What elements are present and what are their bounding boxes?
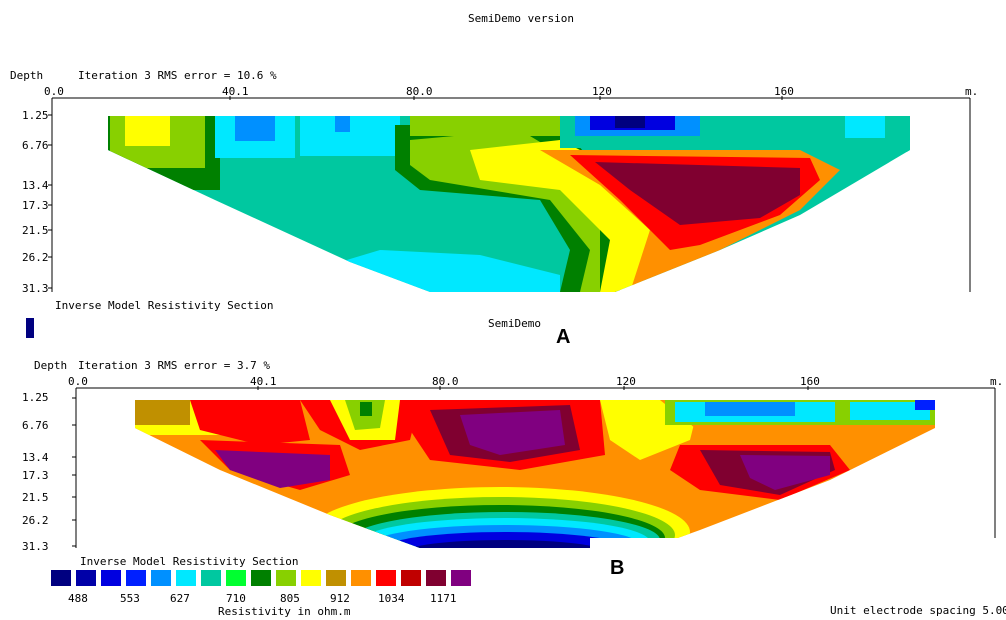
legend-swatch (201, 570, 221, 586)
legend-unit-label: Resistivity in ohm.m (218, 605, 351, 618)
legend-value: 912 (330, 592, 350, 605)
panel-a-x-tick: 0.0 (44, 85, 64, 98)
panel-b-y-tick: 13.4 (22, 451, 49, 464)
legend-value: 805 (280, 592, 300, 605)
panel-a-y-tick: 26.2 (22, 251, 49, 264)
legend-swatch (126, 570, 146, 586)
legend-swatch (401, 570, 421, 586)
panel-a-x-tick: 160 (774, 85, 794, 98)
panel-b-x-tick: 120 (616, 375, 636, 388)
legend-swatch (251, 570, 271, 586)
panel-b-x-tick: 40.1 (250, 375, 277, 388)
panel-a-y-tick: 21.5 (22, 224, 49, 237)
panel-a-x-tick: 80.0 (406, 85, 433, 98)
legend-value: 627 (170, 592, 190, 605)
panel-a-caption: Inverse Model Resistivity Section (55, 299, 274, 312)
legend-swatch (101, 570, 121, 586)
panel-b-y-tick: 6.76 (22, 419, 49, 432)
panel-b-x-tick: 80.0 (432, 375, 459, 388)
panel-a-x-tick: 120 (592, 85, 612, 98)
legend-swatch (326, 570, 346, 586)
panel-b-label: B (610, 557, 625, 579)
panel-b-y-tick: 26.2 (22, 514, 49, 527)
panel-a-y-tick: 13.4 (22, 179, 49, 192)
legend-value: 1171 (430, 592, 457, 605)
legend-swatch (151, 570, 171, 586)
legend-value: 710 (226, 592, 246, 605)
panel-a-legend-swatch (26, 318, 34, 338)
legend-swatch (351, 570, 371, 586)
panel-b-y-tick: 31.3 (22, 540, 49, 553)
legend-swatch (51, 570, 71, 586)
panel-b-x-unit: m. (990, 375, 1004, 388)
legend-swatch (276, 570, 296, 586)
legend-swatch (76, 570, 96, 586)
legend-swatch (176, 570, 196, 586)
panel-a-y-tick: 31.3 (22, 282, 49, 295)
panel-b-caption: Inverse Model Resistivity Section (80, 555, 299, 568)
panel-b-y-tick: 17.3 (22, 469, 49, 482)
legend-value: 1034 (378, 592, 405, 605)
panel-a-y-tick: 6.76 (22, 139, 49, 152)
legend-swatch (426, 570, 446, 586)
panel-b-x-tick: 160 (800, 375, 820, 388)
legend-swatch (376, 570, 396, 586)
panel-a-y-tick: 17.3 (22, 199, 49, 212)
legend-value: 488 (68, 592, 88, 605)
electrode-spacing: Unit electrode spacing 5.00 m. (830, 604, 1006, 617)
legend-swatch (301, 570, 321, 586)
panel-b-iteration-text: Iteration 3 RMS error = 3.7 % (78, 359, 271, 372)
panel-a-depth-label: Depth (10, 69, 44, 82)
panel-a-y-tick: 1.25 (22, 109, 49, 122)
panel-b-y-tick: 1.25 (22, 391, 49, 404)
panel-a-x-tick: 40.1 (222, 85, 249, 98)
panel-a-x-unit: m. (965, 85, 979, 98)
panel-b-x-tick: 0.0 (68, 375, 88, 388)
panel-a-iteration-text: Iteration 3 RMS error = 10.6 % (78, 69, 277, 82)
legend-swatch (451, 570, 471, 586)
panel-b-depth-label: Depth (34, 359, 68, 372)
legend-swatch (226, 570, 246, 586)
legend-value: 553 (120, 592, 140, 605)
panel-a-label: A (556, 326, 571, 348)
page-title: SemiDemo version (468, 12, 574, 25)
panel-b-y-tick: 21.5 (22, 491, 49, 504)
panel-a-note: SemiDemo (488, 317, 541, 330)
